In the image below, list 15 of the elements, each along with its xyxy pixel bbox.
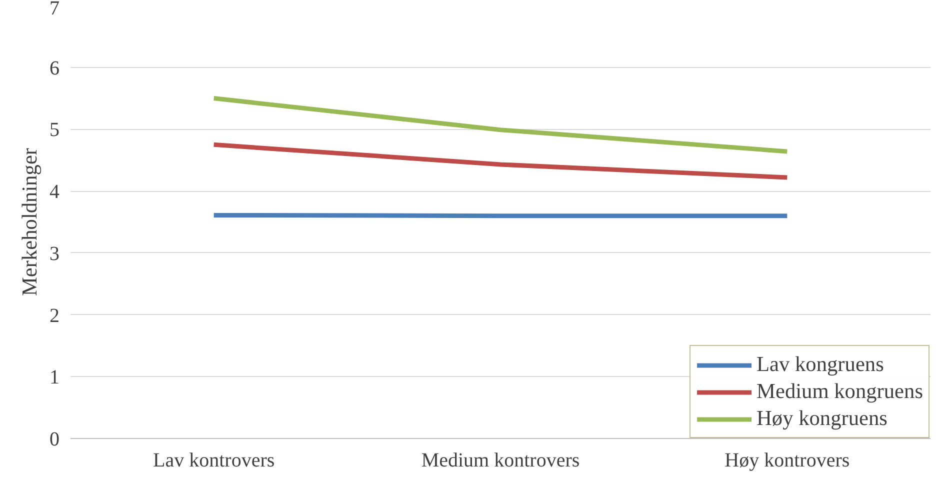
x-tick-label: Lav kontrovers <box>153 450 275 472</box>
y-tick-label: 1 <box>50 366 60 389</box>
legend-label: Høy kongruens <box>756 406 888 431</box>
y-tick-label: 2 <box>50 304 60 327</box>
legend-label: Lav kongruens <box>756 352 884 377</box>
y-axis-title: Merkeholdninger <box>18 148 42 296</box>
y-tick-label: 3 <box>50 242 60 265</box>
x-tick-label: Høy kontrovers <box>724 450 850 472</box>
y-tick-label: 7 <box>50 0 60 20</box>
y-tick-label: 4 <box>50 181 60 204</box>
y-tick-label: 0 <box>50 428 60 450</box>
legend-label: Medium kongruens <box>756 379 923 404</box>
x-tick-label: Medium kontrovers <box>421 450 580 472</box>
y-tick-label: 5 <box>50 119 60 142</box>
y-tick-label: 6 <box>50 57 60 80</box>
